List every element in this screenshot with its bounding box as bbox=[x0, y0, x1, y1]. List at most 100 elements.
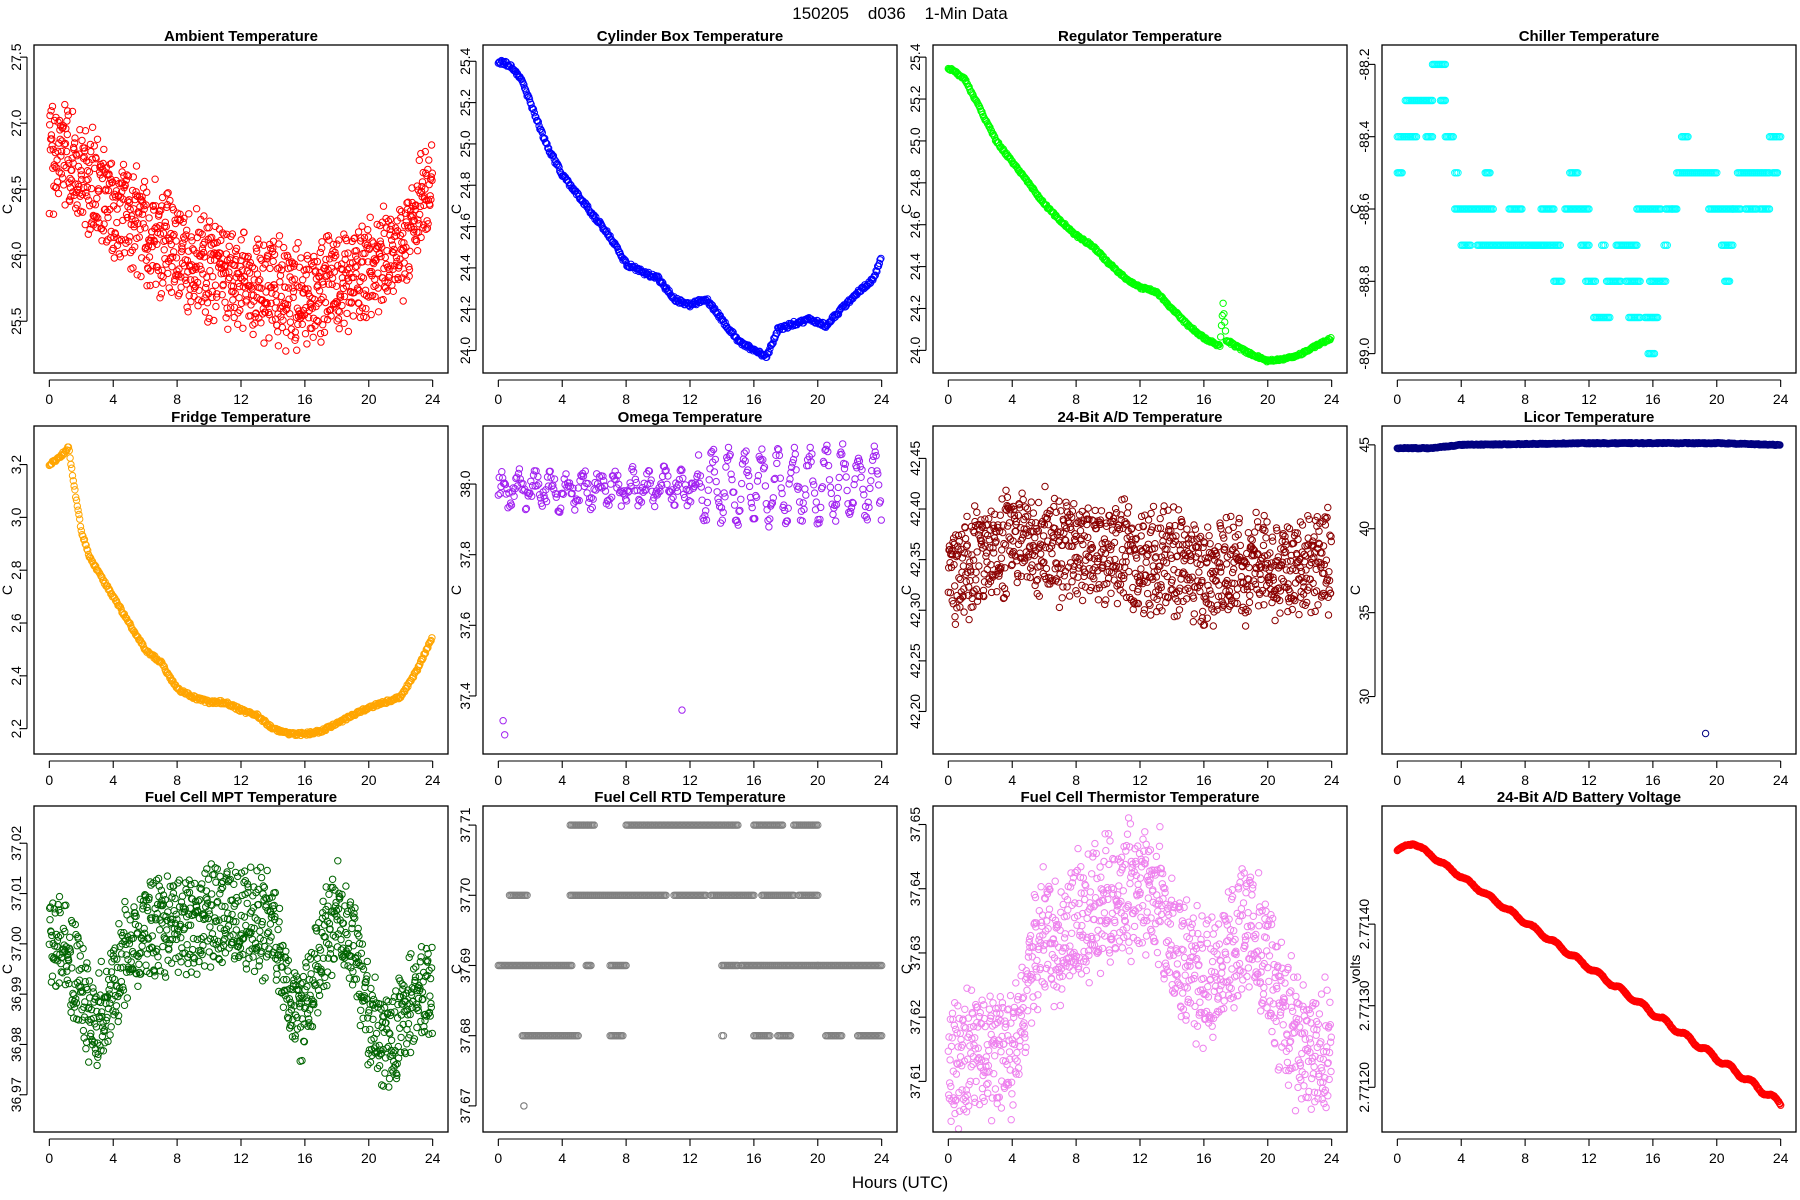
data-point bbox=[1260, 542, 1266, 548]
data-point bbox=[1192, 526, 1198, 532]
data-point bbox=[1150, 503, 1156, 509]
data-point bbox=[255, 278, 261, 284]
data-point bbox=[344, 310, 350, 316]
data-point bbox=[1028, 499, 1034, 505]
data-point bbox=[310, 334, 316, 340]
data-point bbox=[713, 478, 719, 484]
data-point bbox=[311, 296, 317, 302]
x-tick-label: 20 bbox=[1260, 772, 1276, 788]
x-axis: 0 4 8 12 16 20 24 bbox=[45, 380, 440, 407]
data-point bbox=[1159, 531, 1165, 537]
x-tick-label: 16 bbox=[1196, 391, 1212, 407]
x-axis: 0 4 8 12 16 20 24 bbox=[494, 761, 889, 788]
y-tick-label: -88.6 bbox=[1356, 193, 1372, 225]
data-point bbox=[240, 325, 246, 331]
data-point bbox=[276, 233, 282, 239]
data-point bbox=[1272, 617, 1278, 623]
data-point bbox=[416, 221, 422, 227]
data-point bbox=[1263, 535, 1269, 541]
data-point bbox=[1138, 566, 1144, 572]
y-axis-label: C bbox=[1347, 585, 1363, 595]
x-tick-label: 24 bbox=[1773, 391, 1789, 407]
data-point bbox=[428, 142, 434, 148]
data-point bbox=[161, 247, 167, 253]
x-tick-label: 24 bbox=[425, 391, 441, 407]
data-point bbox=[375, 309, 381, 315]
data-point bbox=[267, 265, 273, 271]
data-point bbox=[1103, 597, 1109, 603]
data-point bbox=[160, 280, 166, 286]
data-point bbox=[1219, 312, 1225, 318]
data-point bbox=[1002, 542, 1008, 548]
y-tick-label: 2.4 bbox=[8, 666, 24, 686]
x-tick-label: 24 bbox=[1324, 391, 1340, 407]
chart-title: Licor Temperature bbox=[1524, 409, 1655, 426]
data-point bbox=[94, 195, 100, 201]
data-point bbox=[497, 490, 503, 496]
y-axis: 24.024.224.424.624.825.025.225.4 bbox=[907, 43, 926, 364]
data-series bbox=[945, 483, 1334, 629]
data-point bbox=[499, 469, 505, 475]
data-point bbox=[1228, 513, 1234, 519]
x-tick-label: 0 bbox=[944, 391, 952, 407]
data-point bbox=[589, 504, 595, 510]
data-point bbox=[55, 190, 61, 196]
chart-title: Omega Temperature bbox=[618, 409, 763, 426]
data-point bbox=[1249, 537, 1255, 543]
data-point bbox=[1049, 550, 1055, 556]
data-point bbox=[336, 326, 342, 332]
data-point bbox=[1098, 508, 1104, 514]
y-tick-label: 37.4 bbox=[457, 682, 473, 709]
data-point bbox=[1205, 524, 1211, 530]
data-point bbox=[1145, 517, 1151, 523]
data-point bbox=[834, 495, 840, 501]
data-point bbox=[738, 496, 744, 502]
y-axis-label: C bbox=[0, 585, 15, 595]
y-tick-label: 25.2 bbox=[457, 89, 473, 116]
data-point bbox=[72, 135, 78, 141]
data-point bbox=[998, 555, 1004, 561]
data-point bbox=[981, 571, 987, 577]
data-point bbox=[1245, 530, 1251, 536]
x-axis: 0 4 8 12 16 20 24 bbox=[944, 761, 1339, 788]
data-point bbox=[1184, 526, 1190, 532]
data-point bbox=[1056, 604, 1062, 610]
data-point bbox=[813, 499, 819, 505]
data-point bbox=[281, 244, 287, 250]
x-tick-label: 0 bbox=[494, 772, 502, 788]
data-point bbox=[1019, 490, 1025, 496]
data-point bbox=[1102, 601, 1108, 607]
data-point bbox=[87, 141, 93, 147]
data-point bbox=[94, 136, 100, 142]
data-point bbox=[1143, 559, 1149, 565]
chart-panel: Omega TemperatureC0 4 8 12 16 20 2437.437.637.… bbox=[448, 409, 897, 788]
data-point bbox=[1030, 510, 1036, 516]
x-tick-label: 12 bbox=[1132, 772, 1148, 788]
data-point bbox=[1296, 611, 1302, 617]
data-point bbox=[725, 444, 731, 450]
y-tick-label: 24.4 bbox=[907, 253, 923, 280]
plot-frame bbox=[933, 45, 1347, 373]
x-tick-label: 16 bbox=[297, 772, 313, 788]
data-point bbox=[966, 616, 972, 622]
x-tick-label: 0 bbox=[1393, 391, 1401, 407]
y-axis-label: C bbox=[448, 204, 464, 214]
data-point bbox=[679, 707, 685, 713]
data-point bbox=[828, 490, 834, 496]
x-tick-label: 24 bbox=[874, 391, 890, 407]
data-point bbox=[319, 239, 325, 245]
data-point bbox=[741, 450, 747, 456]
data-point bbox=[1308, 609, 1314, 615]
y-tick-label: 42.30 bbox=[907, 593, 923, 628]
data-point bbox=[72, 487, 78, 493]
data-point bbox=[225, 326, 231, 332]
chart-panels: Ambient TemperatureC0 4 8 12 16 20 2425.526.02… bbox=[0, 28, 1796, 1166]
data-point bbox=[792, 451, 798, 457]
data-point bbox=[535, 473, 541, 479]
data-point bbox=[298, 255, 304, 261]
data-series bbox=[495, 57, 884, 360]
data-point bbox=[1003, 487, 1009, 493]
data-point bbox=[1190, 619, 1196, 625]
data-series bbox=[46, 101, 435, 354]
